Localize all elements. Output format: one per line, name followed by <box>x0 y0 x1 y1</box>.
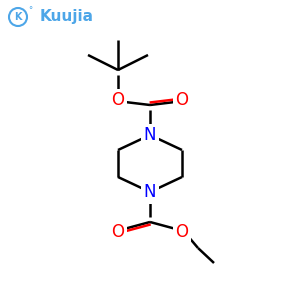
Text: °: ° <box>28 7 32 16</box>
Text: O: O <box>112 91 124 109</box>
Text: K: K <box>14 12 22 22</box>
Text: O: O <box>176 223 188 241</box>
Text: N: N <box>144 126 156 144</box>
Text: Kuujia: Kuujia <box>40 10 94 25</box>
Text: O: O <box>112 223 124 241</box>
Text: N: N <box>144 183 156 201</box>
Text: O: O <box>176 91 188 109</box>
